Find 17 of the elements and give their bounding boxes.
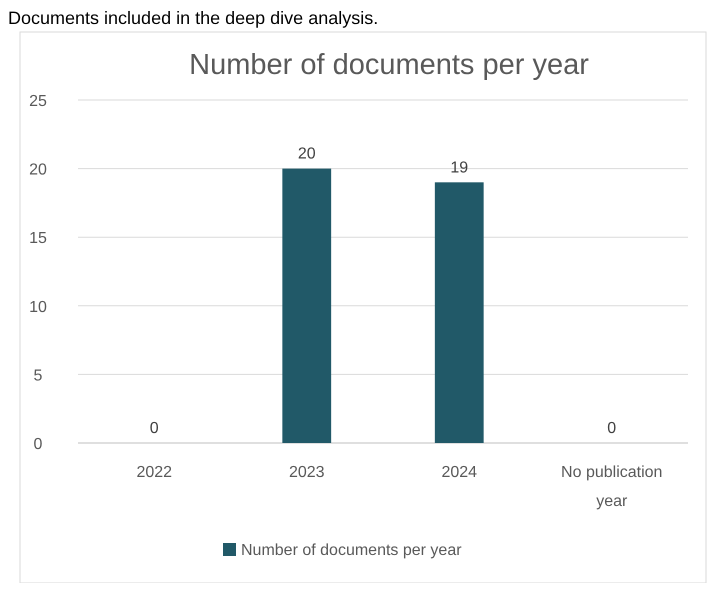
- data-label: 0: [150, 420, 159, 437]
- data-label: 0: [607, 420, 616, 437]
- data-label: 19: [450, 159, 468, 176]
- x-tick-label: 2024: [441, 464, 478, 481]
- chart-title: Number of documents per year: [189, 49, 590, 81]
- x-tick-label: No publication year: [561, 464, 662, 510]
- x-tick-label: 2023: [288, 464, 325, 481]
- y-tick-label: 10: [29, 298, 47, 316]
- legend-label: Number of documents per year: [241, 542, 462, 559]
- y-tick-label: 25: [29, 93, 47, 110]
- data-label: 20: [298, 146, 316, 163]
- y-tick-label: 20: [29, 162, 47, 179]
- y-tick-label: 0: [34, 436, 43, 453]
- text: Documents included in the deep dive analysis.: [8, 8, 378, 28]
- y-tick-label: 15: [29, 230, 47, 248]
- x-tick-label: 2022: [136, 464, 172, 481]
- y-tick-label: 5: [34, 367, 43, 384]
